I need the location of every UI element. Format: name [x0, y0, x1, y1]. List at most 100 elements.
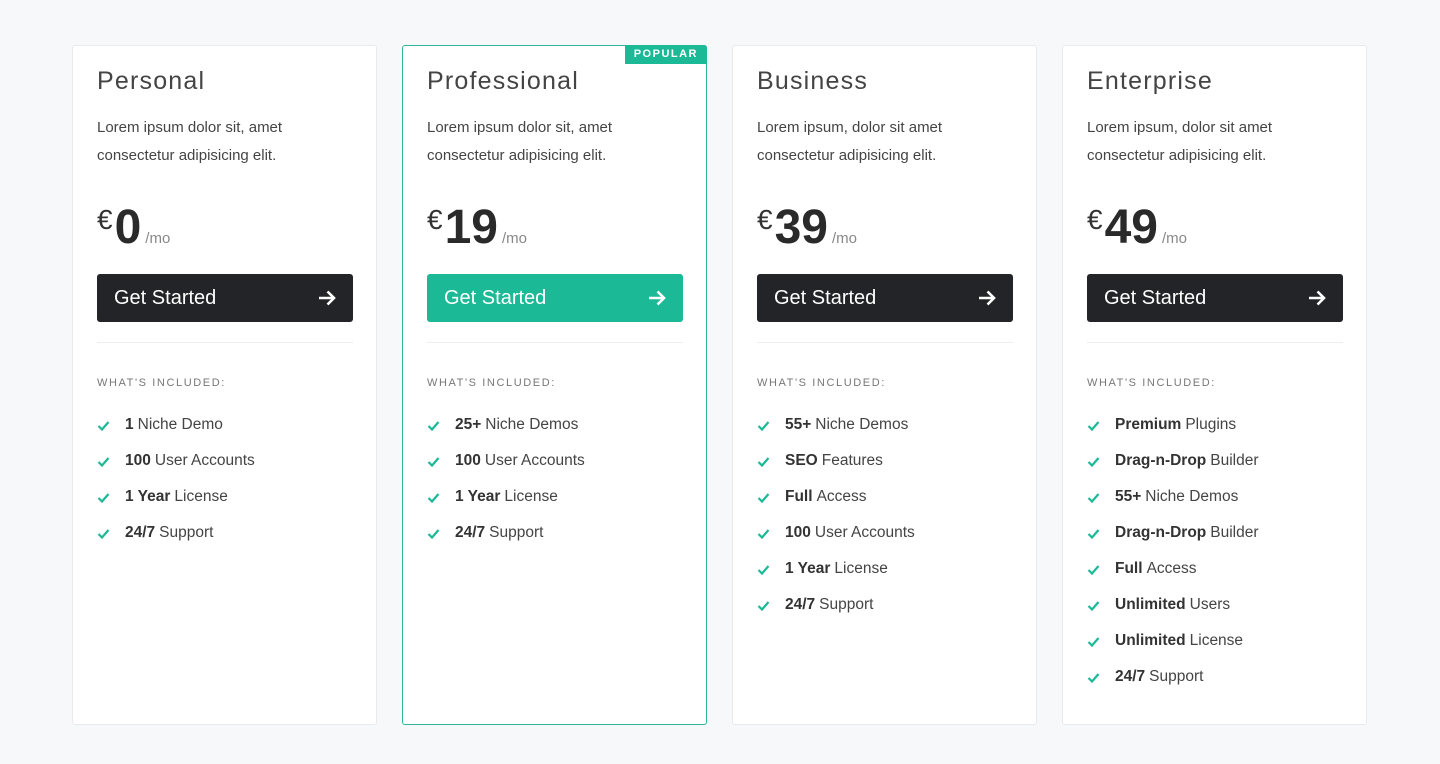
check-icon: [1087, 456, 1100, 467]
get-started-button[interactable]: Get Started: [1087, 274, 1343, 322]
feature-text: License: [834, 560, 888, 577]
feature-highlight: 24/7: [125, 524, 156, 541]
plan-price: € 0 /mo: [97, 202, 352, 254]
feature-list: Premium Plugins Drag-n-Drop Builder 55+ …: [1087, 407, 1342, 695]
feature-highlight: SEO: [785, 452, 818, 469]
feature-text: Builder: [1210, 452, 1259, 469]
feature-list: 1 Niche Demo 100 User Accounts 1 Year Li…: [97, 407, 352, 551]
feature-highlight: 100: [785, 524, 811, 541]
button-label: Get Started: [114, 286, 217, 309]
feature-text: Support: [1149, 668, 1204, 685]
check-icon: [427, 492, 440, 503]
feature-text: Users: [1189, 596, 1231, 613]
feature-text: Access: [1146, 560, 1197, 577]
feature-text: Builder: [1210, 524, 1259, 541]
feature-list: 25+ Niche Demos 100 User Accounts 1 Year…: [427, 407, 682, 551]
divider: [427, 342, 683, 343]
button-label: Get Started: [774, 286, 877, 309]
feature-item: 24/7 Support: [427, 515, 682, 551]
feature-item: 1 Year License: [427, 479, 682, 515]
feature-highlight: Unlimited: [1115, 596, 1186, 613]
feature-highlight: 24/7: [1115, 668, 1146, 685]
check-icon: [1087, 492, 1100, 503]
check-icon: [757, 564, 770, 575]
check-icon: [1087, 564, 1100, 575]
feature-text: Support: [489, 524, 544, 541]
get-started-button[interactable]: Get Started: [427, 274, 683, 322]
arrow-right-icon: [649, 290, 666, 306]
feature-highlight: 55+: [1115, 488, 1142, 505]
plan-name: Business: [757, 67, 869, 95]
divider: [97, 342, 353, 343]
feature-item: Drag-n-Drop Builder: [1087, 443, 1342, 479]
pricing-card-professional: POPULAR Professional Lorem ipsum dolor s…: [402, 45, 707, 725]
button-label: Get Started: [444, 286, 547, 309]
arrow-right-icon: [1309, 290, 1326, 306]
included-label: WHAT'S INCLUDED:: [1087, 377, 1216, 389]
arrow-right-icon: [319, 290, 336, 306]
price-amount: 0: [114, 201, 142, 254]
check-icon: [427, 456, 440, 467]
pricing-card-personal: Personal Lorem ipsum dolor sit, amet con…: [72, 45, 377, 725]
check-icon: [757, 492, 770, 503]
check-icon: [427, 420, 440, 431]
feature-text: Plugins: [1185, 416, 1237, 433]
feature-item: SEO Features: [757, 443, 1012, 479]
feature-item: 24/7 Support: [757, 587, 1012, 623]
included-label: WHAT'S INCLUDED:: [757, 377, 886, 389]
feature-text: License: [1189, 632, 1244, 649]
feature-highlight: Full: [785, 488, 813, 505]
plan-price: € 39 /mo: [757, 202, 1012, 254]
plan-description: Lorem ipsum dolor sit, amet consectetur …: [427, 119, 613, 164]
price-period: /mo: [145, 230, 171, 247]
feature-text: Support: [819, 596, 874, 613]
feature-item: Unlimited Users: [1087, 587, 1342, 623]
check-icon: [1087, 672, 1100, 683]
currency-symbol: €: [427, 204, 443, 235]
check-icon: [97, 528, 110, 539]
price-period: /mo: [501, 230, 527, 247]
get-started-button[interactable]: Get Started: [97, 274, 353, 322]
check-icon: [1087, 636, 1100, 647]
currency-symbol: €: [757, 204, 773, 235]
feature-text: License: [174, 488, 228, 505]
feature-text: Access: [816, 488, 867, 505]
included-label: WHAT'S INCLUDED:: [427, 377, 556, 389]
plan-name: Professional: [427, 67, 579, 95]
feature-text: User Accounts: [484, 452, 585, 469]
feature-item: 100 User Accounts: [97, 443, 352, 479]
check-icon: [1087, 420, 1100, 431]
feature-text: Niche Demo: [137, 416, 223, 433]
plan-name: Enterprise: [1087, 67, 1213, 95]
feature-item: 100 User Accounts: [427, 443, 682, 479]
pricing-grid: Personal Lorem ipsum dolor sit, amet con…: [72, 45, 1367, 725]
feature-highlight: 100: [455, 452, 481, 469]
feature-text: Features: [821, 452, 883, 469]
check-icon: [97, 420, 110, 431]
plan-name: Personal: [97, 67, 206, 95]
check-icon: [757, 456, 770, 467]
feature-list: 55+ Niche Demos SEO Features Full Access…: [757, 407, 1012, 623]
feature-highlight: 1: [125, 416, 134, 433]
feature-highlight: 25+: [455, 416, 482, 433]
feature-highlight: Full: [1115, 560, 1143, 577]
check-icon: [97, 492, 110, 503]
price-amount: 19: [444, 201, 498, 254]
feature-item: 55+ Niche Demos: [1087, 479, 1342, 515]
feature-text: User Accounts: [154, 452, 255, 469]
feature-text: User Accounts: [814, 524, 915, 541]
check-icon: [427, 528, 440, 539]
feature-item: 24/7 Support: [1087, 659, 1342, 695]
feature-item: Unlimited License: [1087, 623, 1342, 659]
feature-highlight: 1 Year: [455, 488, 501, 505]
get-started-button[interactable]: Get Started: [757, 274, 1013, 322]
check-icon: [1087, 528, 1100, 539]
feature-highlight: 55+: [785, 416, 812, 433]
feature-highlight: 24/7: [455, 524, 486, 541]
check-icon: [97, 456, 110, 467]
arrow-right-icon: [979, 290, 996, 306]
feature-text: License: [504, 488, 558, 505]
feature-item: 100 User Accounts: [757, 515, 1012, 551]
check-icon: [757, 420, 770, 431]
feature-highlight: Drag-n-Drop: [1115, 524, 1207, 541]
